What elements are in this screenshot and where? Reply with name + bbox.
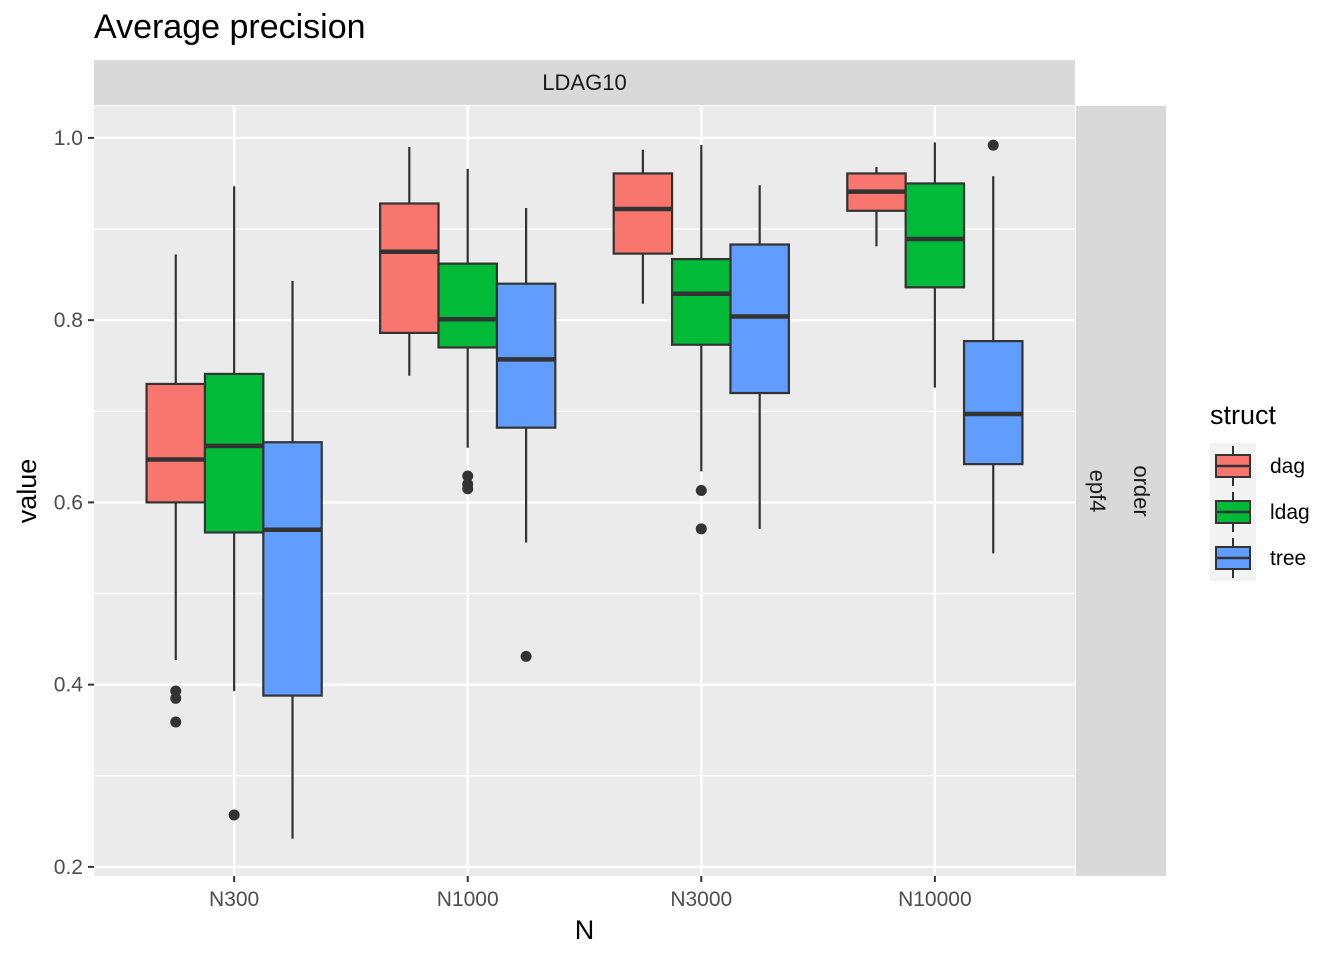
outlier-point (170, 716, 182, 728)
box-ldag-N3000 (670, 145, 732, 535)
y-axis: 0.2 0.4 0.6 0.8 1.0 (54, 127, 94, 879)
x-axis-title: N (575, 915, 595, 945)
box-tree-N10000 (962, 139, 1024, 554)
legend-title: struct (1210, 400, 1277, 430)
outlier-point (462, 470, 474, 482)
y-axis-title: value (12, 459, 42, 524)
facet-right-label-order: order (1129, 465, 1154, 516)
x-axis: N300 N1000 N3000 N10000 (209, 876, 972, 911)
facet-right-strip (1076, 106, 1166, 876)
box-iqr (729, 243, 790, 395)
box-iqr (203, 372, 265, 534)
y-tick-label: 1.0 (54, 127, 83, 150)
box-tree-N1000 (495, 208, 557, 662)
x-tick-label: N3000 (670, 888, 732, 911)
box-iqr (495, 282, 557, 429)
chart-title: Average precision (94, 8, 366, 46)
legend-key-tree: tree (1210, 535, 1306, 581)
outlier-point (170, 692, 182, 704)
outlier-point (520, 650, 532, 662)
box-iqr (437, 262, 499, 349)
legend: struct dag ldag tree (1210, 400, 1310, 581)
y-tick-label: 0.4 (54, 674, 84, 697)
box-iqr (670, 257, 732, 346)
outlier-point (228, 809, 240, 821)
x-tick-label: N10000 (898, 888, 972, 911)
box-iqr (904, 182, 966, 289)
legend-label-dag: dag (1270, 455, 1305, 478)
outlier-point (695, 485, 707, 497)
facet-top-label: LDAG10 (542, 70, 626, 95)
box-dag-N300 (145, 254, 207, 728)
box-iqr (612, 172, 674, 255)
box-dag-N1000 (379, 147, 440, 376)
box-tree-N3000 (729, 185, 790, 529)
box-dag-N3000 (612, 149, 674, 304)
outlier-point (695, 523, 707, 535)
facet-right-label-epf4: epf4 (1085, 470, 1110, 513)
box-dag-N10000 (846, 167, 907, 247)
box-iqr (145, 382, 207, 504)
outlier-point (987, 139, 999, 151)
facet-top-strip (94, 60, 1075, 105)
y-tick-label: 0.8 (54, 309, 83, 332)
legend-label-ldag: ldag (1270, 501, 1310, 524)
box-iqr (379, 202, 440, 334)
box-iqr (962, 340, 1024, 466)
legend-label-tree: tree (1270, 547, 1306, 570)
box-ldag-N1000 (437, 168, 499, 495)
legend-key-dag: dag (1210, 443, 1305, 489)
y-tick-label: 0.2 (54, 856, 83, 879)
box-tree-N300 (262, 280, 323, 839)
x-tick-label: N300 (209, 888, 259, 911)
y-tick-label: 0.6 (54, 491, 83, 514)
box-ldag-N300 (203, 186, 265, 821)
box-plot-marks (145, 139, 1024, 839)
legend-key-ldag: ldag (1210, 489, 1310, 535)
outlier-point (462, 483, 474, 495)
box-ldag-N10000 (904, 142, 966, 388)
box-iqr (262, 441, 323, 697)
x-tick-label: N1000 (437, 888, 499, 911)
